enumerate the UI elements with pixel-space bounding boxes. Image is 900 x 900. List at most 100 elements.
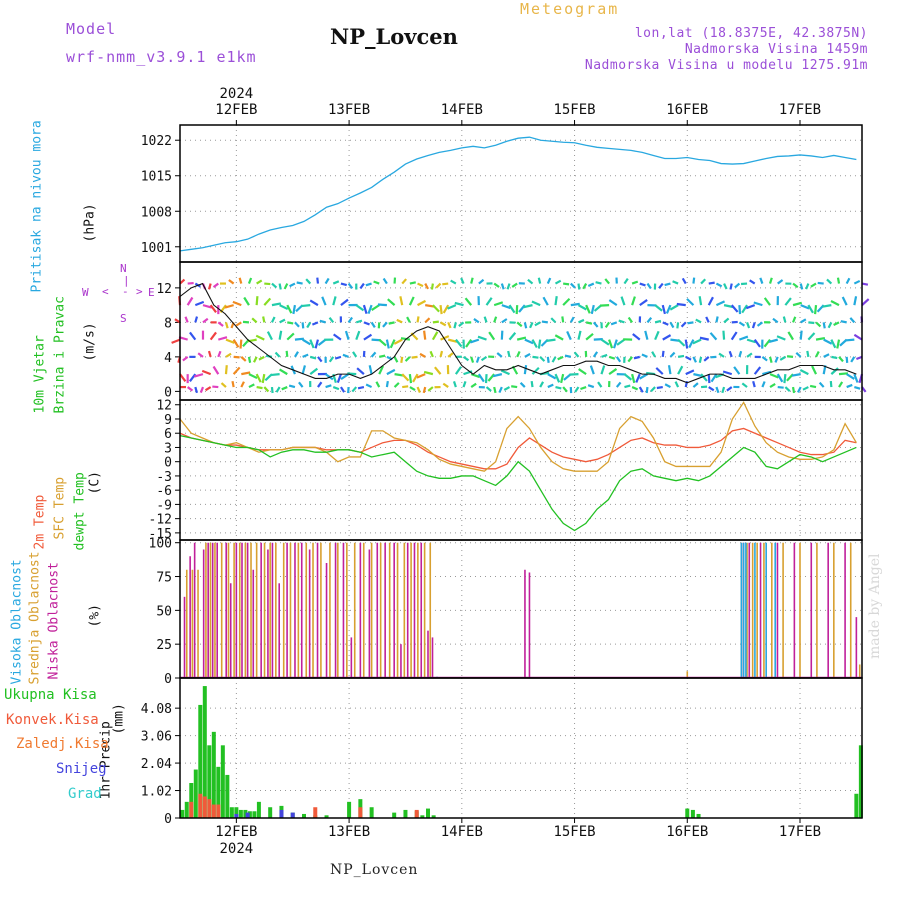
wind-barb bbox=[263, 297, 272, 306]
wind-barb bbox=[853, 373, 859, 383]
wind-barb bbox=[527, 278, 534, 285]
wind-key-west: W bbox=[82, 286, 89, 299]
wind-barb bbox=[546, 338, 556, 342]
wind-barb bbox=[815, 351, 820, 358]
wind-barb bbox=[294, 351, 299, 358]
wind-barb bbox=[769, 373, 779, 379]
wind-barb bbox=[477, 373, 485, 383]
wind-barb bbox=[370, 351, 377, 358]
wind-barb bbox=[537, 339, 542, 349]
wind-barb bbox=[845, 277, 851, 285]
wind-barb bbox=[483, 316, 488, 323]
wind-barb bbox=[309, 355, 317, 360]
wind-barb bbox=[708, 386, 715, 392]
wind-barb bbox=[342, 353, 349, 358]
wind-barb bbox=[531, 366, 540, 375]
wind-barb bbox=[301, 322, 305, 329]
wind-barb bbox=[340, 282, 348, 287]
wind-barb bbox=[784, 297, 792, 306]
wind-barb bbox=[347, 316, 354, 324]
wind-barb bbox=[811, 365, 818, 375]
wind-barb bbox=[296, 281, 303, 285]
total-precip-bar bbox=[690, 809, 695, 818]
wind-barb bbox=[255, 296, 259, 306]
wind-barb bbox=[224, 322, 229, 329]
wind-barb bbox=[779, 355, 786, 361]
wind-barb bbox=[608, 355, 616, 360]
wind-barb bbox=[355, 330, 361, 341]
wind-barb bbox=[723, 317, 730, 324]
wind-barb bbox=[283, 283, 289, 290]
wind-barb bbox=[795, 351, 802, 358]
wind-barb bbox=[662, 334, 672, 341]
panel-frame bbox=[179, 677, 863, 819]
wind-barb bbox=[810, 282, 817, 288]
wind-barb bbox=[772, 317, 779, 324]
wind-barb bbox=[174, 318, 181, 324]
wind-barb bbox=[685, 369, 695, 376]
wind-barb bbox=[302, 353, 309, 358]
wind-barb bbox=[500, 369, 510, 376]
wind-barb bbox=[516, 336, 527, 341]
wind-barb bbox=[782, 316, 787, 323]
wind-barb bbox=[351, 386, 358, 393]
wind-barb bbox=[853, 279, 861, 285]
wind-barb bbox=[861, 298, 870, 306]
wind-barb bbox=[317, 356, 323, 363]
wind-barb bbox=[623, 373, 633, 381]
legend-total-precip: Ukupna Kisa bbox=[4, 687, 97, 703]
wind-barb bbox=[281, 386, 288, 391]
wind-barb bbox=[378, 338, 387, 347]
wind-barb bbox=[597, 381, 603, 388]
wind-barb bbox=[485, 386, 492, 392]
wind-barb bbox=[516, 321, 523, 328]
model-name: wrf-nmm_v3.9.1 e1km bbox=[66, 48, 257, 66]
wind-barb bbox=[447, 304, 457, 310]
wind-barb bbox=[759, 277, 764, 284]
wind-barb bbox=[225, 338, 235, 344]
wind-barb bbox=[776, 373, 784, 383]
wind-barb bbox=[416, 373, 426, 379]
wind-barb bbox=[241, 371, 251, 376]
wind-barb bbox=[627, 356, 633, 363]
total-precip-bar bbox=[225, 774, 230, 818]
wind-barb bbox=[432, 304, 440, 313]
wind-barb bbox=[582, 283, 588, 290]
wind-barb bbox=[454, 301, 464, 307]
wind-barb bbox=[454, 366, 462, 375]
wind-barb bbox=[661, 350, 665, 358]
wind-barb bbox=[530, 380, 534, 388]
y-tick-label: -15 bbox=[149, 527, 172, 542]
wind-barb bbox=[511, 282, 518, 288]
wind-barb bbox=[328, 356, 335, 363]
wind-barb bbox=[382, 277, 388, 285]
wind-barb bbox=[723, 304, 734, 309]
wind-barb bbox=[687, 321, 694, 325]
wind-barb bbox=[334, 355, 342, 360]
wind-key-east: E bbox=[148, 286, 155, 299]
wind-barb bbox=[442, 382, 449, 388]
wind-barb bbox=[734, 282, 741, 289]
bottom-day-label: 12FEB bbox=[215, 824, 257, 840]
wind-barb bbox=[566, 330, 572, 341]
y-tick-label: 1008 bbox=[141, 205, 172, 220]
conv-precip-bar bbox=[313, 807, 318, 818]
wind-key-arrow-right: > bbox=[136, 285, 143, 298]
wind-barb bbox=[787, 331, 794, 341]
wind-barb bbox=[262, 316, 266, 323]
wind-barb bbox=[416, 316, 420, 323]
wind-barb bbox=[224, 304, 234, 309]
wind-barb bbox=[493, 282, 500, 288]
wind-barb bbox=[409, 281, 416, 285]
top-day-label: 17FEB bbox=[779, 102, 821, 118]
wind-barb bbox=[768, 338, 778, 344]
wind-barb bbox=[399, 296, 404, 306]
wind-barb bbox=[686, 298, 695, 306]
wind-barb bbox=[396, 318, 403, 324]
wind-barb bbox=[220, 382, 227, 388]
wind-barb bbox=[324, 277, 330, 285]
wind-barb bbox=[776, 335, 786, 341]
wind-barb bbox=[551, 356, 557, 363]
wind-barb bbox=[746, 352, 753, 358]
wind-barb bbox=[423, 370, 434, 376]
